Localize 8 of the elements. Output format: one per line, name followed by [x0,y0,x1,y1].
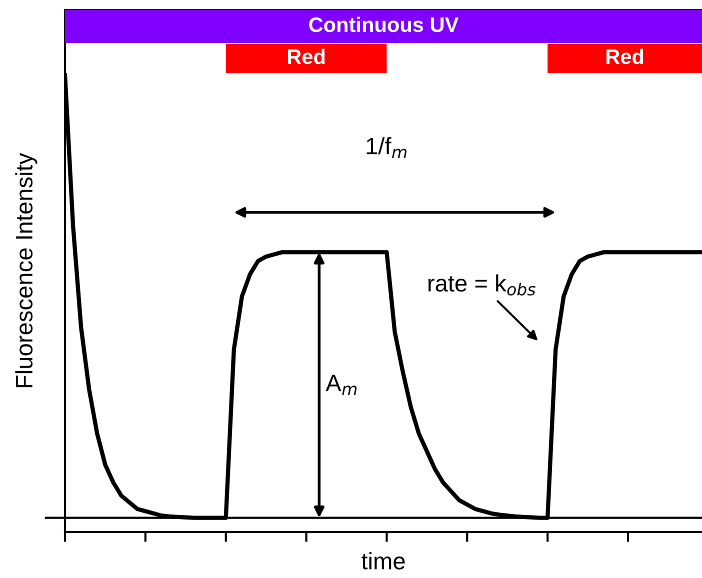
text: Red [606,48,644,64]
x-axis-title: time [362,552,405,570]
y-axis-title: Fluorescence Intensity [15,152,38,388]
annotation: rate = k$_{obs}$ [428,274,536,296]
annotation: 1/f$_{m}$ [366,137,406,158]
annotation: A$_{m}$ [326,374,357,395]
text: Red [288,48,325,64]
text: Continuous UV [309,16,459,32]
